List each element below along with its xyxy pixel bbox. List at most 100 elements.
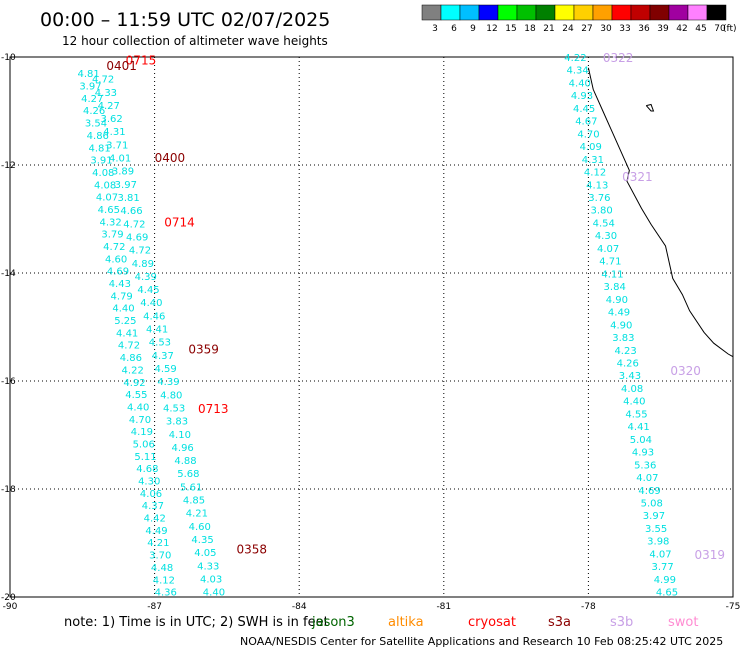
colorbar-swatch	[459, 4, 480, 21]
wave-height-value: 3.97	[115, 180, 137, 191]
wave-height-value: 4.41	[628, 422, 650, 433]
wave-height-value: 4.12	[153, 575, 175, 586]
wave-height-value: 3.97	[643, 511, 665, 522]
wave-height-value: 3.83	[166, 417, 188, 428]
wave-height-value: 4.41	[116, 328, 138, 339]
colorbar-legend: 3 6 9 12 15 18 21 24 27 30 33 36 39 42 45 70(ft)	[421, 4, 737, 34]
wave-height-value: 4.93	[571, 91, 593, 102]
wave-height-value: 3.54	[85, 119, 107, 130]
wave-height-value: 4.80	[160, 390, 182, 401]
wave-height-value: 4.88	[174, 456, 196, 467]
wave-height-value: 3.91	[90, 156, 112, 167]
wave-height-value: 4.07	[649, 549, 671, 560]
pass-time-label: 0319	[694, 548, 725, 562]
wave-height-value: 4.06	[140, 489, 162, 500]
wave-height-value: 4.26	[617, 358, 639, 369]
y-tick-label: -18	[1, 485, 16, 495]
wave-height-value: 4.92	[123, 378, 145, 389]
satellite-legend-entry: s3b	[610, 615, 633, 630]
colorbar-label: 27	[581, 24, 592, 34]
wave-height-value: 4.69	[107, 267, 129, 278]
wave-height-value: 4.27	[81, 94, 103, 105]
colorbar-swatch	[668, 4, 689, 21]
pass-time-label: 0321	[622, 170, 653, 184]
wave-height-value: 4.72	[92, 75, 114, 86]
colorbar-label: 24	[562, 24, 574, 34]
wave-height-value: 4.37	[152, 351, 174, 362]
colorbar-label: 12	[486, 24, 497, 34]
pass-time-label: 0714	[164, 216, 195, 230]
y-tick-label: -20	[1, 593, 16, 603]
wave-height-value: 4.08	[621, 384, 643, 395]
pass-time-label: 0359	[188, 343, 219, 357]
wave-height-value: 4.40	[112, 304, 134, 315]
x-tick-label: -75	[726, 602, 740, 612]
wave-height-value: 4.65	[656, 588, 678, 599]
wave-height-value: 4.41	[146, 325, 168, 336]
wave-height-value: 4.45	[137, 285, 159, 296]
wave-height-value: 4.54	[593, 218, 615, 229]
y-tick-label: -10	[1, 53, 16, 63]
colorbar-swatch	[421, 4, 442, 21]
wave-height-value: 4.49	[145, 526, 167, 537]
wave-height-value: 4.07	[597, 244, 619, 255]
wave-height-value: 3.84	[604, 282, 626, 293]
wave-height-value: 3.81	[118, 193, 140, 204]
wave-height-value: 4.66	[120, 206, 142, 217]
axis-ticks: -90 -87 -84 -81 -78 -75 -10 -12 -14 -16 -18 -20	[1, 53, 740, 612]
wave-height-value: 4.69	[126, 232, 148, 243]
wave-height-value: 4.93	[632, 448, 654, 459]
wave-height-value: 3.97	[79, 82, 101, 93]
wave-height-value: 4.81	[77, 69, 99, 80]
colorbar-swatch	[687, 4, 708, 21]
wave-height-value: 5.68	[177, 469, 199, 480]
wave-height-value: 4.33	[197, 561, 219, 572]
pass-time-label: 0401	[106, 59, 137, 73]
wave-height-value: 5.04	[630, 435, 652, 446]
wave-height-value: 4.33	[95, 88, 117, 99]
colorbar-label: 3	[432, 24, 438, 34]
colorbar-label: 36	[638, 24, 650, 34]
colorbar-swatch	[516, 4, 537, 21]
wave-height-value: 4.21	[147, 538, 169, 549]
colorbar-label: 9	[470, 24, 476, 34]
wave-height-value: 4.31	[103, 127, 125, 138]
wave-height-value: 3.71	[106, 140, 128, 151]
wave-height-value: 4.11	[601, 269, 623, 280]
wave-height-value: 3.70	[149, 551, 171, 562]
wave-height-value: 4.70	[129, 415, 151, 426]
wave-height-value: 4.40	[623, 397, 645, 408]
wave-height-value: 4.40	[203, 588, 225, 599]
coastline-path	[587, 67, 734, 358]
wave-height-value: 4.60	[189, 522, 211, 533]
satellite-legend: note: 1) Time is in UTC; 2) SWH is in fe…	[64, 615, 698, 630]
wave-height-value: 4.59	[154, 364, 176, 375]
wave-height-value: 3.43	[619, 371, 641, 382]
wave-height-value: 3.79	[101, 230, 123, 241]
wave-height-value: 3.62	[100, 114, 122, 125]
x-tick-label: -90	[3, 602, 18, 612]
grid-lines	[10, 57, 733, 597]
wave-height-value: 4.30	[138, 477, 160, 488]
wave-height-value: 4.86	[120, 353, 142, 364]
wave-height-value: 4.32	[100, 217, 122, 228]
wave-height-value: 4.99	[654, 575, 676, 586]
colorbar-label: 70	[714, 24, 726, 34]
satellite-tracks: 4.813.974.274.263.544.864.813.914.084.08…	[77, 51, 725, 599]
plot-area	[9, 56, 734, 598]
colorbar-swatch	[649, 4, 670, 21]
wave-height-value: 4.43	[109, 279, 131, 290]
wave-height-value: 4.22	[564, 53, 586, 64]
colorbar-label: 18	[524, 24, 536, 34]
wave-height-value: 4.69	[638, 486, 660, 497]
wave-height-value: 4.55	[125, 390, 147, 401]
colorbar-swatch	[535, 4, 556, 21]
wave-height-value: 4.37	[142, 501, 164, 512]
satellite-legend-entry: cryosat	[468, 615, 516, 630]
y-tick-label: -12	[1, 161, 16, 171]
x-tick-label: -81	[436, 602, 451, 612]
wave-height-value: 4.19	[131, 427, 153, 438]
wave-height-value: 4.40	[140, 298, 162, 309]
wave-height-value: 4.67	[575, 117, 597, 128]
